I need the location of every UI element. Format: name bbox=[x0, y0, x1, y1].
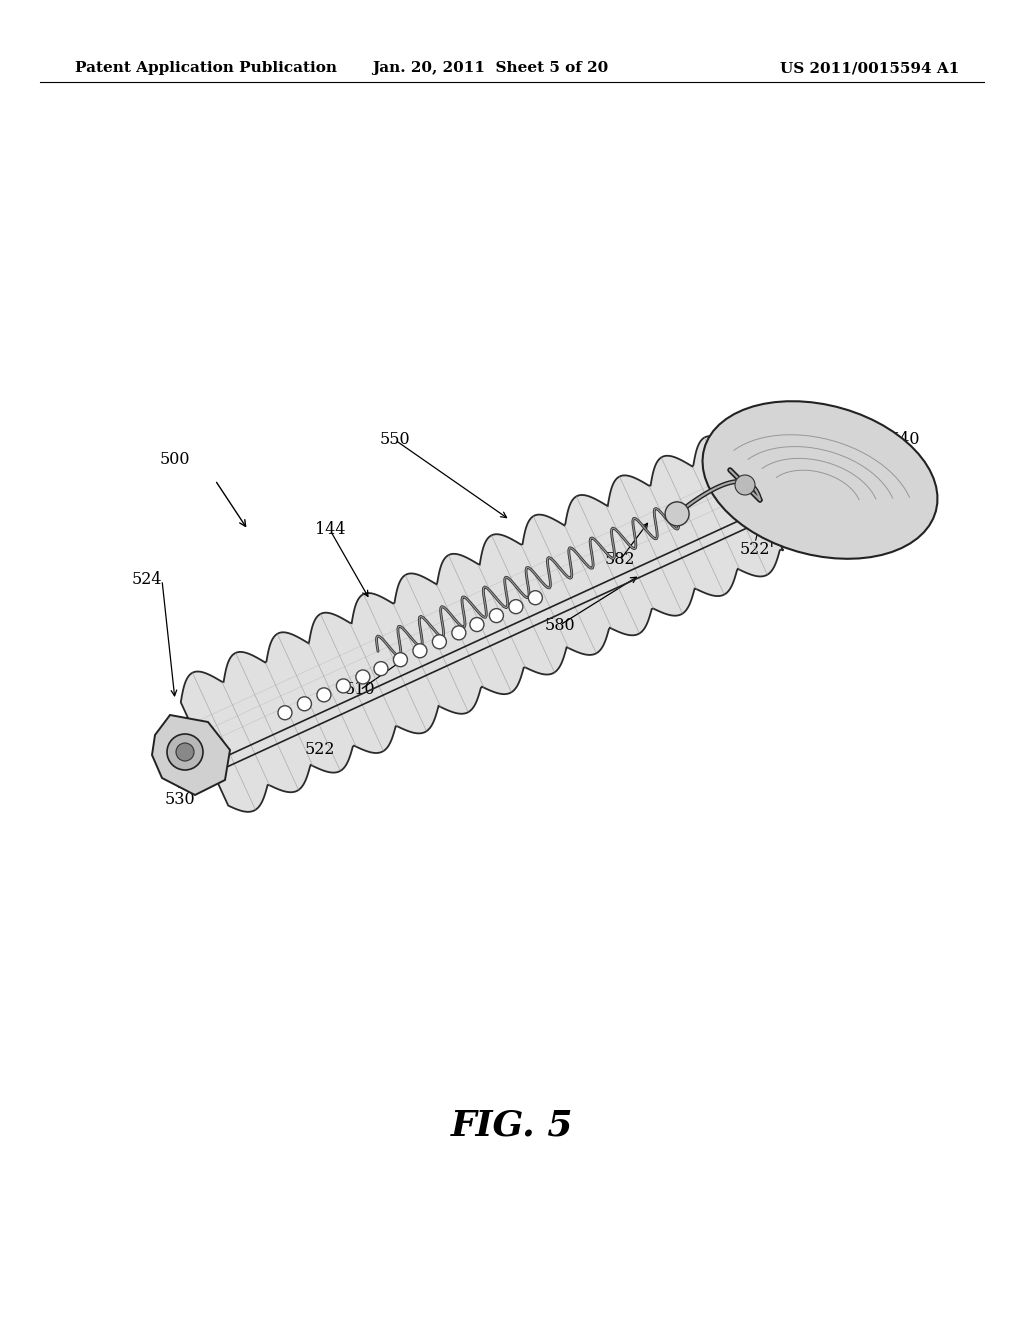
Circle shape bbox=[413, 644, 427, 657]
Circle shape bbox=[509, 599, 523, 614]
Text: 522: 522 bbox=[305, 742, 335, 759]
Text: 522': 522' bbox=[740, 541, 775, 558]
Text: Patent Application Publication: Patent Application Publication bbox=[75, 61, 337, 75]
Circle shape bbox=[278, 706, 292, 719]
Text: 500: 500 bbox=[160, 451, 190, 469]
Circle shape bbox=[666, 502, 689, 525]
Text: FIG. 5: FIG. 5 bbox=[451, 1107, 573, 1142]
Circle shape bbox=[528, 591, 543, 605]
Circle shape bbox=[452, 626, 466, 640]
Circle shape bbox=[374, 661, 388, 676]
Circle shape bbox=[489, 609, 504, 623]
Circle shape bbox=[470, 618, 484, 631]
Text: 524: 524 bbox=[131, 572, 162, 589]
Text: 144: 144 bbox=[314, 521, 345, 539]
Text: 582: 582 bbox=[605, 552, 635, 569]
Circle shape bbox=[432, 635, 446, 649]
Polygon shape bbox=[152, 715, 230, 795]
Circle shape bbox=[176, 743, 194, 762]
Text: US 2011/0015594 A1: US 2011/0015594 A1 bbox=[780, 61, 959, 75]
Circle shape bbox=[297, 697, 311, 710]
Text: Jan. 20, 2011  Sheet 5 of 20: Jan. 20, 2011 Sheet 5 of 20 bbox=[372, 61, 608, 75]
Circle shape bbox=[356, 671, 370, 684]
Polygon shape bbox=[181, 436, 783, 812]
Text: 510: 510 bbox=[345, 681, 376, 698]
Circle shape bbox=[337, 678, 350, 693]
Text: 550: 550 bbox=[380, 432, 411, 449]
Polygon shape bbox=[702, 401, 937, 558]
Text: 540: 540 bbox=[890, 432, 921, 449]
Text: 530: 530 bbox=[165, 792, 196, 808]
Circle shape bbox=[393, 652, 408, 667]
Circle shape bbox=[316, 688, 331, 702]
Circle shape bbox=[735, 475, 755, 495]
Circle shape bbox=[167, 734, 203, 770]
Text: 580: 580 bbox=[545, 616, 575, 634]
